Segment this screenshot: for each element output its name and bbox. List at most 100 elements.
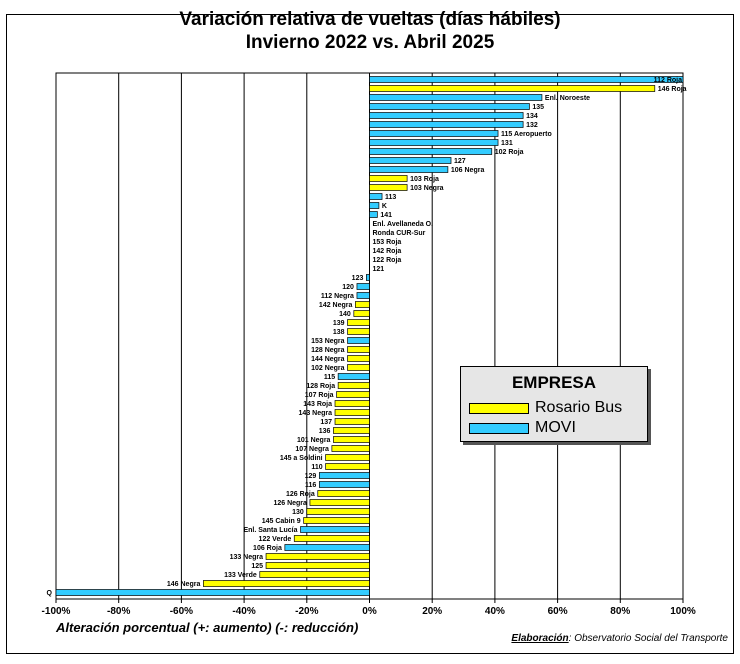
bar-label-29: 153 Negra bbox=[311, 338, 345, 345]
bar-33 bbox=[337, 373, 370, 380]
bar-label-19: 142 Roja bbox=[373, 248, 402, 255]
bar-label-42: 145 a Soldini bbox=[280, 455, 323, 462]
bar-label-28: 138 bbox=[333, 329, 345, 336]
bar-label-2: Enl. Noroeste bbox=[545, 95, 590, 102]
bar-27 bbox=[347, 319, 370, 326]
bar-label-17: Ronda CUR-Sur bbox=[373, 230, 426, 237]
bar-37 bbox=[334, 409, 370, 416]
bar-53 bbox=[265, 553, 370, 560]
bar-label-21: 121 bbox=[373, 266, 385, 273]
x-tick-label-6: 20% bbox=[422, 606, 442, 617]
bar-label-26: 140 bbox=[339, 311, 351, 318]
bar-label-57: Q bbox=[47, 590, 53, 597]
bar-39 bbox=[333, 427, 370, 434]
bar-57 bbox=[55, 589, 370, 596]
bar-label-44: 129 bbox=[305, 473, 317, 480]
x-tick-label-4: -20% bbox=[295, 606, 318, 617]
bar-label-45: 116 bbox=[305, 482, 316, 489]
bar-label-13: 113 bbox=[385, 194, 396, 201]
credit-lead: Elaboración bbox=[511, 633, 569, 644]
legend-label-movi: MOVI bbox=[535, 419, 576, 436]
bar-5 bbox=[369, 121, 524, 128]
bar-6 bbox=[369, 130, 499, 137]
x-tick-label-3: -40% bbox=[232, 606, 255, 617]
bar-49 bbox=[303, 517, 370, 524]
bar-label-0: 112 Roja bbox=[654, 77, 683, 84]
bar-label-36: 143 Roja bbox=[303, 401, 332, 408]
bar-11 bbox=[369, 175, 408, 182]
x-tick-label-7: 40% bbox=[485, 606, 505, 617]
bar-54 bbox=[265, 562, 370, 569]
bar-32 bbox=[347, 364, 370, 371]
bar-label-18: 153 Roja bbox=[373, 239, 402, 246]
bar-41 bbox=[331, 445, 370, 452]
bar-label-31: 144 Negra bbox=[311, 356, 345, 363]
bar-label-55: 133 Verde bbox=[224, 572, 257, 579]
legend: EMPRESA Rosario Bus MOVI bbox=[460, 366, 648, 442]
bar-label-11: 103 Roja bbox=[410, 176, 439, 183]
bar-label-24: 112 Negra bbox=[321, 293, 354, 300]
bar-42 bbox=[325, 454, 370, 461]
bar-0 bbox=[369, 76, 684, 83]
bar-4 bbox=[369, 112, 524, 119]
bar-48 bbox=[306, 508, 370, 515]
x-tick-label-2: -60% bbox=[170, 606, 193, 617]
bar-26 bbox=[353, 310, 370, 317]
chart-title-line2: Invierno 2022 vs. Abril 2025 bbox=[245, 32, 495, 53]
bar-43 bbox=[325, 463, 370, 470]
bar-47 bbox=[309, 499, 370, 506]
bar-44 bbox=[318, 472, 370, 479]
chart-title-line1: Variación relativa de vueltas (días hábi… bbox=[179, 9, 561, 30]
x-axis-label: Alteración porcentual (+: aumento) (-: r… bbox=[56, 620, 359, 635]
bar-31 bbox=[347, 355, 370, 362]
bar-label-22: 123 bbox=[352, 275, 364, 282]
bar-label-23: 120 bbox=[342, 284, 354, 291]
x-tick-label-1: -80% bbox=[107, 606, 130, 617]
bar-label-46: 126 Roja bbox=[286, 491, 315, 498]
bar-label-35: 107 Roja bbox=[305, 392, 334, 399]
bar-40 bbox=[333, 436, 370, 443]
bar-23 bbox=[356, 283, 370, 290]
bar-38 bbox=[334, 418, 370, 425]
bar-50 bbox=[300, 526, 370, 533]
bar-label-9: 127 bbox=[454, 158, 466, 165]
bar-label-54: 125 bbox=[251, 563, 263, 570]
bar-label-41: 107 Negra bbox=[295, 446, 329, 453]
bar-7 bbox=[369, 139, 499, 146]
bar-label-47: 126 Negra bbox=[273, 500, 307, 507]
bar-25 bbox=[355, 301, 370, 308]
x-tick-label-8: 60% bbox=[548, 606, 568, 617]
legend-swatch-rosario-bus bbox=[469, 403, 529, 414]
bar-label-38: 137 bbox=[320, 419, 332, 426]
bar-label-16: Enl. Avellaneda O. bbox=[373, 221, 434, 228]
bar-label-6: 115 Aeropuerto bbox=[501, 131, 552, 138]
bar-label-51: 122 Verde bbox=[259, 536, 292, 543]
bar-label-33: 115 bbox=[324, 374, 335, 381]
bar-label-30: 128 Negra bbox=[311, 347, 345, 354]
bar-label-15: 141 bbox=[380, 212, 392, 219]
bar-label-48: 130 bbox=[292, 509, 304, 516]
bar-24 bbox=[356, 292, 370, 299]
credit: Elaboración: Observatorio Social del Tra… bbox=[511, 633, 728, 644]
bar-9 bbox=[369, 157, 452, 164]
bar-label-40: 101 Negra bbox=[297, 437, 331, 444]
bar-label-5: 132 bbox=[526, 122, 538, 129]
bar-label-27: 139 bbox=[333, 320, 345, 327]
bar-label-20: 122 Roja bbox=[373, 257, 402, 264]
bar-label-39: 136 bbox=[319, 428, 331, 435]
bar-8 bbox=[369, 148, 493, 155]
bar-label-37: 143 Negra bbox=[299, 410, 333, 417]
bar-52 bbox=[284, 544, 370, 551]
bar-label-32: 102 Negra bbox=[311, 365, 345, 372]
bar-label-3: 135 bbox=[532, 104, 544, 111]
x-tick-label-0: -100% bbox=[42, 606, 71, 617]
x-tick-label-5: 0% bbox=[362, 606, 377, 617]
bar-10 bbox=[369, 166, 449, 173]
bar-label-52: 106 Roja bbox=[253, 545, 282, 552]
bar-label-12: 103 Negra bbox=[410, 185, 444, 192]
bar-2 bbox=[369, 94, 543, 101]
bar-13 bbox=[369, 193, 383, 200]
chart-title: Variación relativa de vueltas (días hábi… bbox=[0, 8, 740, 54]
x-tick-label-9: 80% bbox=[610, 606, 630, 617]
